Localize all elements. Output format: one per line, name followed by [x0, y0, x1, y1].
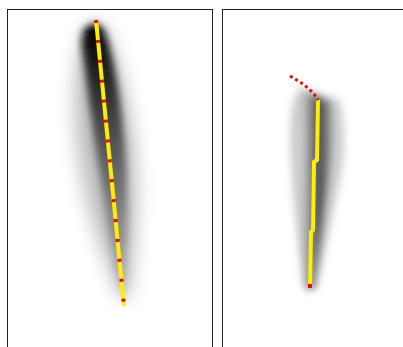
right-track-end	[308, 284, 312, 288]
figure	[0, 0, 403, 347]
page	[0, 0, 403, 347]
